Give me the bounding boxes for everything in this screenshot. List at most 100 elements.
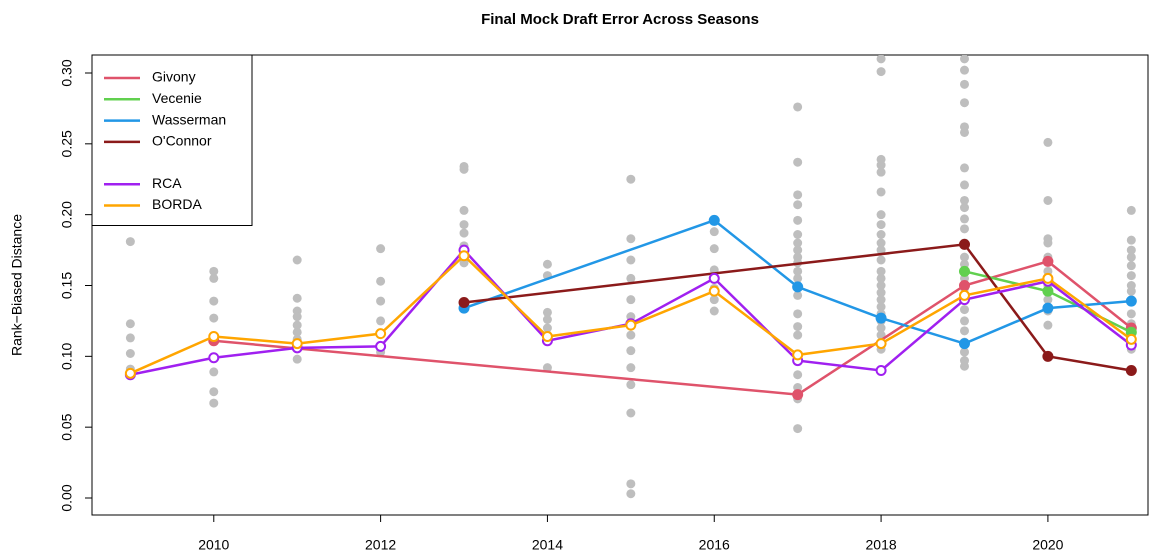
y-tick-label: 0.20 [59, 201, 75, 228]
plot-area [124, 55, 1137, 499]
background-point [959, 180, 969, 190]
series-point [458, 250, 470, 262]
background-point [959, 214, 969, 224]
background-point [542, 363, 552, 373]
legend-label: Wasserman [152, 111, 226, 127]
legend-label: O'Connor [152, 133, 212, 149]
background-point [876, 220, 886, 230]
background-point [1126, 271, 1136, 281]
x-tick-label: 2014 [532, 537, 563, 553]
background-point [209, 313, 219, 323]
series-point [1042, 255, 1054, 267]
background-point [376, 276, 386, 286]
series-point [875, 364, 887, 376]
series-point [792, 349, 804, 361]
background-point [1043, 238, 1053, 248]
background-point [959, 361, 969, 371]
series-point [375, 328, 387, 340]
background-point [1043, 295, 1053, 305]
background-point [793, 245, 803, 255]
background-point [876, 302, 886, 312]
background-point [959, 305, 969, 315]
series-point [1042, 302, 1054, 314]
series-point [291, 338, 303, 350]
series-point [1042, 350, 1054, 362]
background-point [626, 234, 636, 244]
background-point [876, 323, 886, 333]
y-axis-label: Rank−Biased Distance [9, 214, 25, 356]
background-point [959, 252, 969, 262]
background-point [876, 273, 886, 283]
legend-label: Givony [152, 69, 196, 85]
background-point [1126, 252, 1136, 262]
series-point [208, 330, 220, 342]
background-point [125, 348, 135, 358]
background-point [1043, 195, 1053, 205]
series-point [958, 279, 970, 291]
background-point [959, 203, 969, 213]
series-point [124, 367, 136, 379]
background-point [626, 380, 636, 390]
background-point [959, 316, 969, 326]
background-point [1126, 261, 1136, 271]
background-point [459, 228, 469, 238]
background-point [959, 195, 969, 205]
background-point [793, 238, 803, 248]
series-point [958, 289, 970, 301]
background-point [709, 244, 719, 254]
y-tick-label: 0.15 [59, 272, 75, 299]
background-point [1043, 137, 1053, 147]
background-point [876, 187, 886, 197]
background-point [793, 309, 803, 319]
series-point [708, 214, 720, 226]
background-point [959, 347, 969, 357]
y-tick-label: 0.05 [59, 413, 75, 440]
background-point [626, 408, 636, 418]
series-point [792, 281, 804, 293]
background-point [209, 273, 219, 283]
background-point [209, 266, 219, 276]
background-point [959, 65, 969, 75]
series-point [1125, 295, 1137, 307]
background-point [626, 479, 636, 489]
background-point [876, 255, 886, 265]
background-point [542, 259, 552, 269]
background-point [209, 387, 219, 397]
background-point [876, 210, 886, 220]
series-point [541, 330, 553, 342]
background-point [626, 295, 636, 305]
background-point [209, 296, 219, 306]
background-point [1126, 235, 1136, 245]
background-point [793, 273, 803, 283]
background-point [876, 245, 886, 255]
background-point [959, 224, 969, 234]
background-point [459, 220, 469, 230]
background-point [876, 160, 886, 170]
background-point [125, 237, 135, 247]
background-point [459, 164, 469, 174]
background-point [876, 295, 886, 305]
background-point [876, 67, 886, 77]
x-tick-label: 2018 [866, 537, 897, 553]
background-point [1043, 320, 1053, 330]
series-point [1125, 333, 1137, 345]
background-point [292, 293, 302, 303]
series-point [958, 238, 970, 250]
series-point [875, 312, 887, 324]
series-point [708, 272, 720, 284]
background-point [626, 363, 636, 373]
background-point [959, 79, 969, 89]
series-point [208, 352, 220, 364]
legend-box [91, 54, 253, 226]
background-point [626, 346, 636, 356]
background-point [292, 320, 302, 330]
x-tick-label: 2020 [1032, 537, 1063, 553]
y-tick-label: 0.30 [59, 59, 75, 86]
background-point [793, 266, 803, 276]
series-point [958, 265, 970, 277]
legend-label: RCA [152, 175, 182, 191]
x-tick-label: 2010 [198, 537, 229, 553]
background-point [959, 326, 969, 336]
background-point [709, 227, 719, 237]
